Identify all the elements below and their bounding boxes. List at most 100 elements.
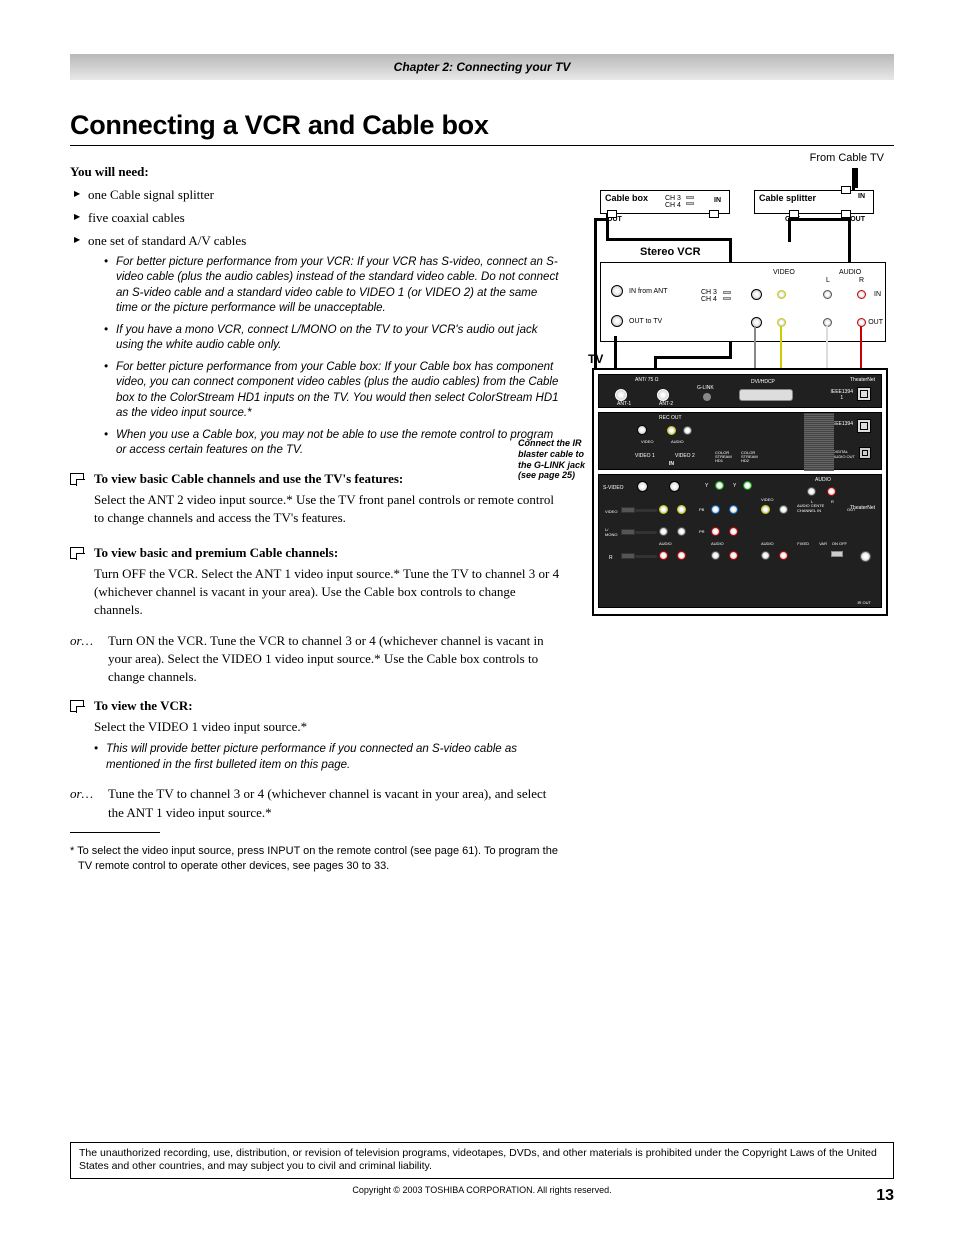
task-block: To view the VCR: Select the VIDEO 1 vide… [70,698,560,779]
r-label: R [859,277,864,284]
note-item: When you use a Cable box, you may not be… [116,428,560,459]
svideo-icon [751,317,762,328]
legal-notice: The unauthorized recording, use, distrib… [70,1142,894,1179]
rca-icon [659,551,668,560]
svideo-label: S-VIDEO [603,485,624,491]
from-cable-label: From Cable TV [810,152,884,164]
vcr-box: IN from ANT OUT to TV CH 3 CH 4 VIDEO AU… [600,262,886,342]
cable-plug-icon [621,553,635,559]
diagram-column: From Cable TV Cable box CH 3 CH 4 IN [578,152,894,885]
note-item: For better picture performance from your… [116,255,560,317]
rca-icon [677,551,686,560]
in-label: IN [874,291,881,298]
tv-label: TV [588,352,603,366]
ch34-label: CH 3 CH 4 [701,289,717,303]
rca-icon [807,487,816,496]
rca-icon [777,290,786,299]
ant-port-icon [615,389,627,401]
task-text: Select the VIDEO 1 video input source.* [94,718,560,736]
splitter-label: Cable splitter [759,193,816,203]
audio-label: AUDIO [671,439,684,444]
cable-icon [635,509,657,512]
out-label: OUT [850,216,865,223]
rca-icon [667,426,676,435]
footnote: * To select the video input source, pres… [70,844,560,874]
glink-port-icon [703,393,711,401]
rca-icon [711,527,720,536]
task-block: To view basic Cable channels and use the… [70,471,560,533]
rca-icon [761,551,770,560]
digital-audio-icon [859,447,871,459]
task-block: To view basic and premium Cable channels… [70,545,560,626]
connection-diagram: From Cable TV Cable box CH 3 CH 4 IN [594,158,894,618]
ch34-label: CH 3 CH 4 [665,195,681,209]
dvi-label: DVI/HDCP [751,379,775,385]
rca-icon [827,487,836,496]
rca-icon [761,505,770,514]
notes-list: For better picture performance from your… [88,255,560,459]
svideo-icon [669,481,680,492]
port-icon [709,210,719,218]
ant-port-icon [657,389,669,401]
ieee-port-icon [857,387,871,401]
in-label: IN [858,193,865,200]
footnote-rule [70,832,160,833]
in-label: IN [669,461,674,467]
glink-label: G-LINK [697,385,714,391]
ant2-label: ANT-2 [659,401,673,407]
page: Chapter 2: Connecting your TV Connecting… [0,0,954,1235]
checkbox-icon [70,547,84,559]
ant1-label: ANT-1 [617,401,631,407]
page-title: Connecting a VCR and Cable box [70,110,894,146]
page-number: 13 [876,1187,894,1205]
or-text: Tune the TV to channel 3 or 4 (whichever… [108,785,560,821]
out-to-tv-label: OUT to TV [629,318,662,325]
video-label: VIDEO [605,509,617,514]
rca-icon [677,505,686,514]
task-title: To view basic Cable channels and use the… [94,471,560,487]
rca-icon [729,551,738,560]
video-label: VIDEO [773,269,795,276]
cable-splitter: Cable splitter IN OUT OUT [754,190,874,214]
checkbox-icon [70,700,84,712]
vcr-label: Stereo VCR [640,246,701,258]
note-item: This will provide better picture perform… [106,742,560,773]
on-off-label: ON OFF [832,541,847,546]
need-item: five coaxial cables [88,209,560,228]
rca-icon [779,551,788,560]
or-label: or… [70,632,104,687]
or-row: or… Turn ON the VCR. Tune the VCR to cha… [70,632,560,687]
rca-icon [711,505,720,514]
tv-box: ANT/ 75 Ω ANT-1 ANT-2 G-LINK DVI/HDCP Th… [592,368,888,616]
rca-icon [711,551,720,560]
cable-icon [635,555,657,558]
rca-icon [659,527,668,536]
video1-label: VIDEO 1 [635,453,655,459]
ir-out-icon [860,551,871,562]
task-title: To view basic and premium Cable channels… [94,545,560,561]
digital-audio-label: DIGITAL AUDIO OUT [833,449,855,459]
task-text: Turn OFF the VCR. Select the ANT 1 video… [94,565,560,620]
theaternet-label: TheaterNet [850,377,875,383]
rca-icon [677,527,686,536]
ir-out-label: IR OUT [857,600,871,605]
svideo-icon [637,425,647,435]
note-item: For better picture performance from your… [116,360,560,422]
coax-icon [611,315,623,327]
ir-blaster-note: Connect the IR blaster cable to the G-LI… [518,438,590,481]
cable-plug-icon [621,507,635,513]
rca-icon [683,426,692,435]
dvi-port-icon [739,389,793,401]
cable-box-label: Cable box [605,193,648,203]
audio-center-label: AUDIO CENTE CHANNEL IN [797,503,824,513]
need-item: one set of standard A/V cables For bette… [88,232,560,459]
checkbox-icon [70,473,84,485]
ieee-port-icon [857,419,871,433]
var-label: VAR [819,541,827,546]
out-label: OUT [868,319,883,326]
or-row: or… Tune the TV to channel 3 or 4 (which… [70,785,560,821]
port-icon [789,210,799,218]
rec-out-label: REC OUT [659,415,682,421]
chapter-header: Chapter 2: Connecting your TV [70,54,894,80]
rca-icon [823,290,832,299]
